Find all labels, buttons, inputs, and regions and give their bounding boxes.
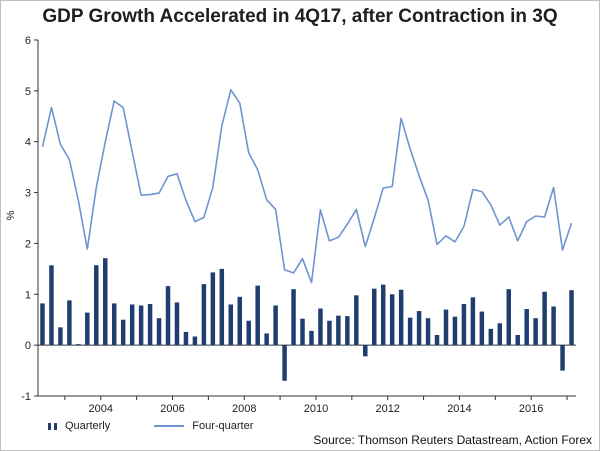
bar-quarterly	[291, 289, 296, 346]
bar-quarterly	[452, 316, 458, 346]
bar-quarterly	[120, 319, 126, 346]
bar-quarterly	[327, 320, 332, 346]
bar-quarterly	[434, 334, 440, 346]
bar-quarterly	[380, 284, 386, 346]
legend-item-four-quarter: Four-quarter	[154, 420, 253, 432]
bar-quarterly	[237, 296, 242, 346]
bar-quarterly	[407, 317, 413, 346]
legend-line-swatch	[154, 425, 185, 427]
bar-quarterly	[58, 327, 63, 346]
bar-quarterly	[94, 265, 99, 346]
legend-label-quarterly: Quarterly	[65, 420, 111, 432]
bar-quarterly	[40, 303, 45, 346]
bar-quarterly	[138, 305, 144, 346]
y-tick-label: 1	[25, 289, 31, 301]
bar-quarterly	[336, 315, 341, 346]
chart-title: GDP Growth Accelerated in 4Q17, after Co…	[42, 6, 558, 27]
y-axis-label: %	[5, 210, 17, 220]
bar-quarterly	[264, 333, 269, 346]
bar-quarterly	[156, 318, 162, 346]
source-note: Source: Thomson Reuters Datastream, Acti…	[313, 433, 592, 447]
x-tick-label: 2006	[160, 403, 184, 415]
bar-quarterly	[569, 290, 574, 346]
bar-quarterly	[228, 304, 234, 346]
bar-quarterly	[488, 328, 494, 346]
bar-quarterly	[506, 289, 511, 346]
bar-quarterly	[542, 291, 547, 346]
bar-quarterly	[76, 344, 81, 346]
bar-quarterly	[174, 302, 180, 346]
legend-item-quarterly: Quarterly	[48, 420, 110, 432]
x-tick-label: 2004	[89, 403, 113, 415]
bar-quarterly	[210, 272, 216, 346]
bar-quarterly	[479, 311, 485, 346]
bar-quarterly	[524, 309, 529, 346]
x-tick-label: 2014	[447, 403, 471, 415]
x-tick-label: 2016	[519, 403, 543, 415]
y-tick-label: 0	[25, 340, 31, 352]
four-quarter-line	[41, 89, 573, 284]
bar-quarterly	[111, 303, 117, 346]
bar-quarterly	[345, 316, 350, 346]
bar-quarterly	[425, 318, 431, 346]
bar-quarterly	[201, 284, 207, 346]
bar-quarterly	[147, 303, 153, 346]
bar-quarterly	[85, 312, 90, 346]
bar-quarterly	[533, 318, 538, 346]
four-quarter-line-group	[41, 89, 573, 284]
bar-quarterly	[497, 323, 503, 346]
bar-quarterly	[67, 300, 72, 346]
legend-bar-swatch	[48, 422, 51, 430]
bar-quarterly	[309, 330, 314, 346]
bar-quarterly	[300, 318, 305, 346]
bar-quarterly	[255, 285, 260, 346]
bar-quarterly	[165, 286, 171, 346]
legend-bar-swatch	[54, 422, 57, 430]
y-tick-label: -1	[21, 391, 31, 403]
bar-quarterly	[461, 303, 467, 346]
bar-quarterly	[129, 304, 135, 346]
bar-quarterly	[560, 345, 565, 371]
y-tick-label: 4	[25, 137, 31, 149]
bar-quarterly	[416, 311, 422, 346]
bar-quarterly	[470, 297, 476, 346]
bar-quarterly	[273, 305, 278, 346]
bar-quarterly	[183, 331, 189, 346]
legend-label-four-quarter: Four-quarter	[192, 420, 254, 432]
bar-quarterly	[282, 345, 287, 381]
bar-quarterly	[103, 258, 108, 346]
bar-quarterly	[318, 308, 323, 346]
bar-quarterly	[363, 345, 368, 357]
bar-quarterly	[372, 288, 377, 346]
x-tick-label: 2012	[375, 403, 399, 415]
bar-quarterly	[389, 294, 395, 346]
bar-quarterly	[219, 268, 225, 346]
legend: Quarterly Four-quarter	[48, 420, 297, 432]
bar-quarterly	[443, 309, 449, 346]
x-tick-label: 2008	[232, 403, 256, 415]
y-tick-label: 5	[25, 86, 31, 98]
axes-group: -1 0 1 2 3 4 5 6% 2004 2006 2008 2010 2012 2014 2016	[5, 35, 576, 415]
bar-quarterly	[192, 336, 198, 346]
bar-quarterly	[551, 306, 556, 346]
y-tick-label: 3	[25, 188, 31, 200]
y-tick-label: 6	[25, 35, 31, 47]
y-tick-label: 2	[25, 238, 31, 250]
bar-quarterly	[354, 295, 359, 346]
bar-quarterly	[246, 320, 251, 346]
x-tick-label: 2010	[304, 403, 328, 415]
bar-quarterly	[49, 265, 54, 346]
bar-quarterly	[398, 289, 404, 346]
quarterly-bars	[40, 258, 574, 381]
bar-quarterly	[515, 334, 520, 346]
